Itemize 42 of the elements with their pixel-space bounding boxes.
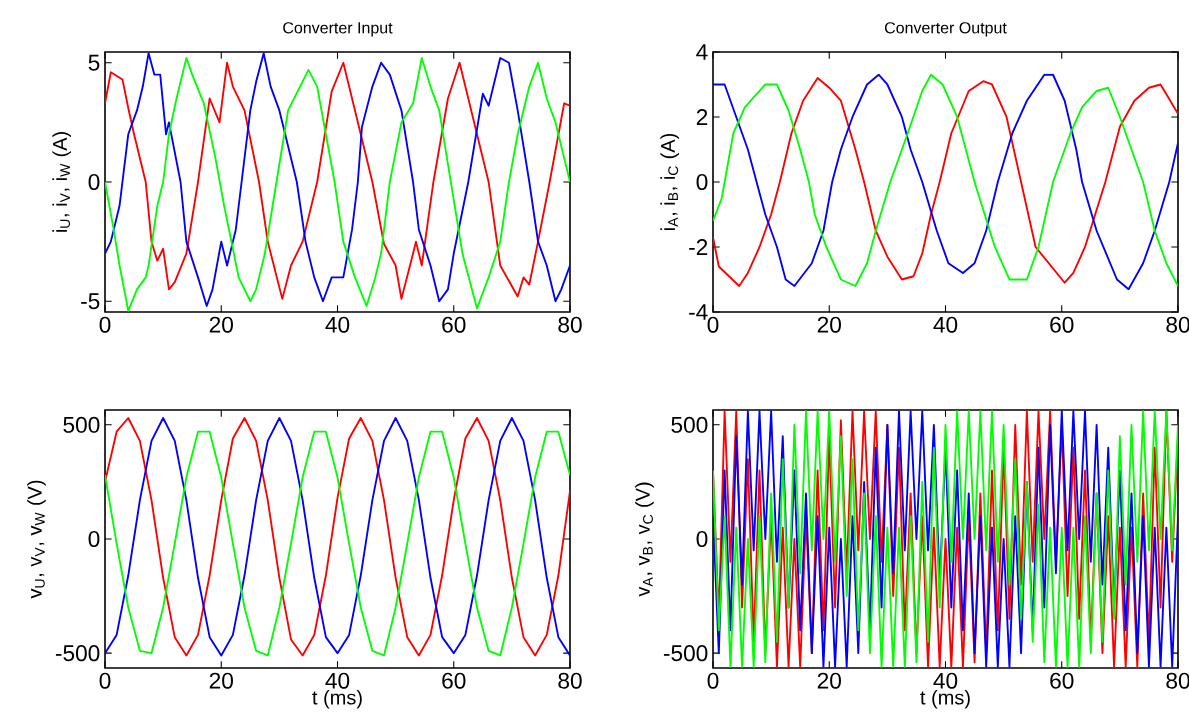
- x-tick-label: 80: [558, 316, 582, 333]
- y-axis-title: i$_{A}$, i$_{B}$, i$_{C}$ (A): [660, 133, 679, 230]
- y-tick-label: 0: [696, 530, 708, 548]
- x-axis-title: t (ms): [312, 689, 362, 709]
- x-tick-label: 20: [817, 316, 841, 333]
- x-tick-label: 80: [1166, 316, 1189, 333]
- x-tick-label: 40: [933, 316, 958, 333]
- x-tick-label: 0: [707, 672, 719, 689]
- x-tick-label: 60: [442, 316, 466, 333]
- y-tick-label: -5: [81, 293, 100, 310]
- x-tick-label: 0: [99, 672, 111, 689]
- x-tick-label: 80: [1166, 672, 1189, 689]
- x-tick-label: 40: [933, 672, 958, 689]
- y-tick-label: 500: [671, 416, 708, 433]
- x-axis-title: t (ms): [920, 689, 970, 709]
- y-tick-label: -2: [689, 239, 708, 255]
- y-axis-title: v$_{U}$, v$_{V}$, v$_{W}$ (V): [27, 480, 46, 599]
- x-tick-label: 20: [209, 316, 233, 333]
- y-tick-label: 2: [696, 109, 708, 125]
- x-tick-label: 40: [325, 672, 350, 689]
- x-tick-label: 0: [707, 316, 719, 333]
- y-axis-title: i$_{U}$, i$_{V}$, i$_{W}$ (A): [52, 132, 71, 232]
- chart-title: Converter Input: [283, 22, 393, 37]
- y-tick-label: 0: [88, 530, 100, 548]
- x-tick-label: 20: [817, 672, 841, 689]
- y-tick-label: -500: [663, 645, 708, 662]
- x-tick-label: 80: [558, 672, 582, 689]
- x-tick-label: 40: [325, 316, 350, 333]
- chart-title: Converter Output: [884, 22, 1007, 37]
- y-tick-label: 5: [88, 54, 100, 71]
- y-tick-label: -500: [55, 645, 100, 662]
- y-axis-title: v$_{A}$, v$_{B}$, v$_{C}$ (V): [635, 482, 654, 597]
- x-tick-label: 60: [1050, 316, 1074, 333]
- y-tick-label: -4: [689, 304, 708, 320]
- y-tick-label: 4: [696, 44, 708, 60]
- y-tick-label: 500: [63, 416, 100, 433]
- x-tick-label: 0: [99, 316, 111, 333]
- x-tick-label: 20: [209, 672, 233, 689]
- x-tick-label: 60: [1050, 672, 1074, 689]
- x-tick-label: 60: [442, 672, 466, 689]
- y-tick-label: 0: [88, 173, 100, 191]
- y-tick-label: 0: [696, 173, 708, 191]
